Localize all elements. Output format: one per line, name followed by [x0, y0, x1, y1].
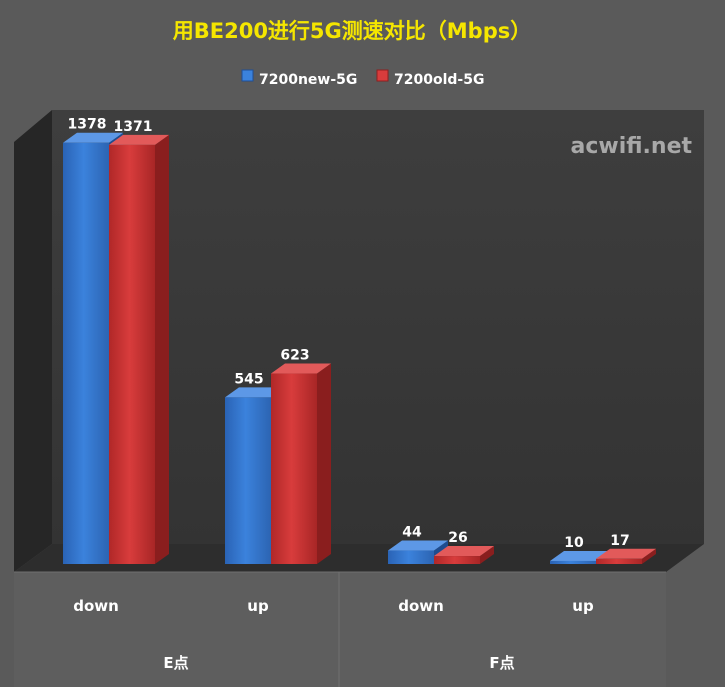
bar-old-0	[109, 134, 169, 564]
bar-top	[388, 540, 448, 551]
legend: 7200new-5G 7200old-5G	[241, 69, 484, 88]
bar-front	[109, 144, 155, 564]
bar-top	[596, 548, 656, 559]
bar-front	[596, 558, 642, 564]
bar-top	[550, 550, 610, 561]
bars-layer: 1378 1371 545 623 44 26 10 17	[63, 117, 656, 564]
bar-old-1	[271, 363, 331, 564]
bar-front	[434, 556, 480, 564]
bar-side	[480, 546, 494, 564]
group-label-f: F点	[489, 654, 514, 672]
x-tick-label-e-up: up	[247, 597, 269, 615]
bar-top	[271, 363, 331, 374]
data-label-new-3: 10	[564, 535, 584, 551]
x-tick-label-f-up: up	[572, 597, 594, 615]
legend-swatch-new	[241, 69, 254, 82]
bar-front	[550, 560, 596, 564]
x-tick-label-f-down: down	[398, 597, 444, 615]
chart-title: 用BE200进行5G测速对比（Mbps）	[173, 19, 532, 43]
bar-top	[225, 387, 285, 398]
watermark: acwifi.net	[570, 134, 692, 159]
bar-front	[271, 373, 317, 564]
bar-top	[63, 132, 123, 143]
bar-top	[109, 134, 169, 145]
legend-swatch-old	[376, 69, 389, 82]
data-label-new-1: 545	[234, 371, 263, 387]
bar-side	[642, 548, 656, 564]
bar-side	[155, 134, 169, 564]
plot-back-wall	[52, 110, 704, 544]
bar-side	[317, 363, 331, 564]
data-label-old-2: 26	[448, 530, 467, 546]
data-label-new-0: 1378	[68, 117, 107, 133]
bar-old-3	[596, 548, 656, 564]
bar-front	[63, 142, 109, 564]
data-label-old-0: 1371	[114, 119, 153, 135]
bar-top	[434, 546, 494, 557]
bar-old-2	[434, 546, 494, 564]
legend-label-old: 7200old-5G	[394, 72, 484, 88]
bar-front	[388, 550, 434, 564]
data-label-new-2: 44	[402, 525, 422, 541]
group-label-e: E点	[163, 654, 188, 672]
x-tick-label-e-down: down	[73, 597, 119, 615]
legend-label-new: 7200new-5G	[259, 72, 357, 88]
category-axis-band	[14, 572, 666, 687]
plot-side-wall	[14, 110, 52, 572]
bar-front	[225, 397, 271, 564]
data-label-old-1: 623	[280, 348, 309, 364]
data-label-old-3: 17	[610, 533, 629, 549]
plot-floor	[14, 544, 704, 572]
